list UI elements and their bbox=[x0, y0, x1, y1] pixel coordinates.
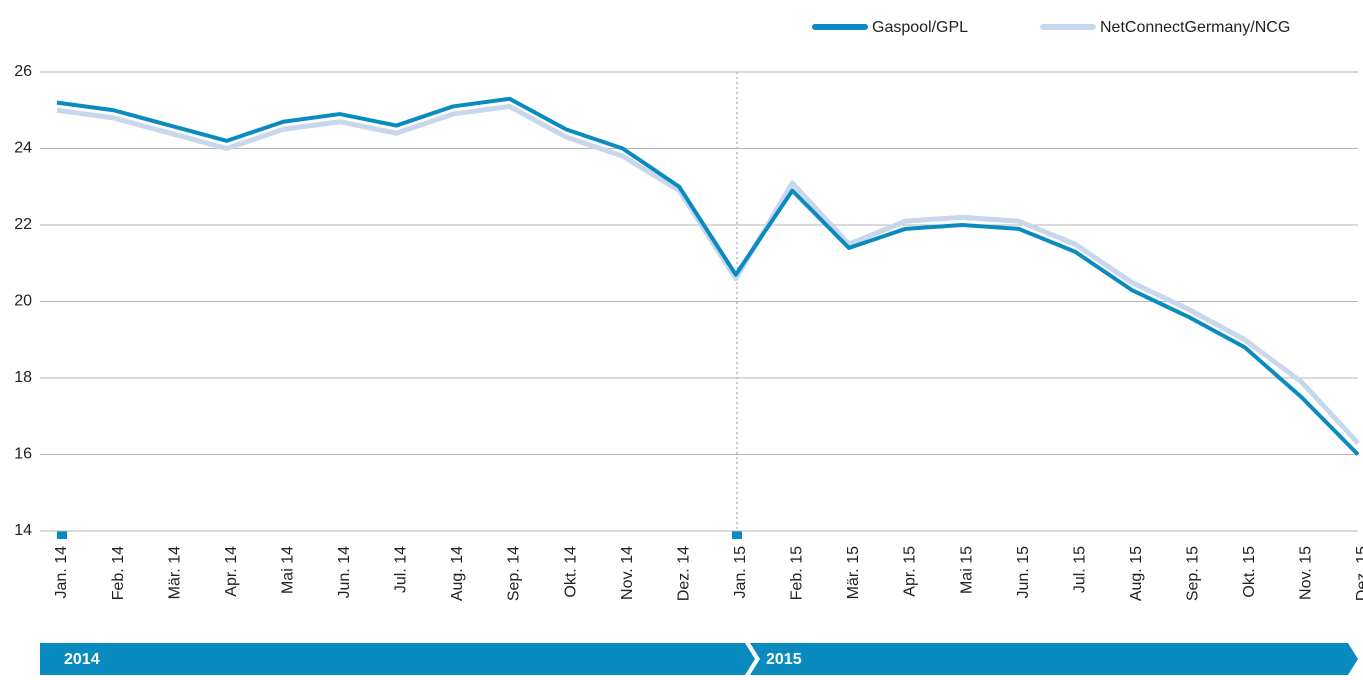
x-tick-label: Dez. 15 bbox=[1354, 546, 1363, 601]
x-tick-label: Apr. 14 bbox=[223, 546, 240, 597]
year-band bbox=[40, 643, 755, 675]
x-tick-label: Sep. 14 bbox=[506, 546, 523, 601]
y-tick-label: 16 bbox=[14, 446, 32, 463]
y-tick-label: 26 bbox=[14, 63, 32, 80]
x-tick-label: Jun. 14 bbox=[336, 546, 353, 599]
x-tick-label: Okt. 15 bbox=[1241, 546, 1258, 598]
year-label: 2015 bbox=[766, 651, 802, 668]
line-series bbox=[56, 96, 1360, 456]
x-tick-label: Jan. 14 bbox=[53, 546, 70, 599]
x-tick-label: Aug. 15 bbox=[1128, 546, 1145, 601]
x-tick-label: Okt. 14 bbox=[562, 546, 579, 598]
y-tick-label: 22 bbox=[14, 216, 32, 233]
x-tick-label: Feb. 14 bbox=[110, 546, 127, 600]
x-tick-label: Jul. 14 bbox=[393, 546, 410, 593]
y-tick-label: 24 bbox=[14, 140, 32, 157]
x-tick-label: Dez. 14 bbox=[675, 546, 692, 601]
y-tick-label: 20 bbox=[14, 293, 32, 310]
x-tick-label: Mär. 14 bbox=[166, 546, 183, 599]
legend-label: Gaspool/GPL bbox=[872, 19, 968, 36]
x-tick-label: Apr. 15 bbox=[902, 546, 919, 597]
year-label: 2014 bbox=[64, 651, 100, 668]
y-tick-label: 18 bbox=[14, 369, 32, 386]
x-tick-label: Nov. 15 bbox=[1298, 546, 1315, 600]
x-tick-label: Mai 14 bbox=[279, 546, 296, 594]
x-tick-label: Jun. 15 bbox=[1015, 546, 1032, 599]
x-tick-label: Sep. 15 bbox=[1185, 546, 1202, 601]
x-tick-label: Jul. 15 bbox=[1071, 546, 1088, 593]
x-tick-label: Jan. 15 bbox=[732, 546, 749, 599]
x-tick-label: Nov. 14 bbox=[619, 546, 636, 600]
x-tick-label: Mai 15 bbox=[958, 546, 975, 594]
year-band bbox=[750, 643, 1358, 675]
y-tick-label: 14 bbox=[14, 522, 32, 539]
line-series bbox=[56, 103, 1360, 445]
x-tick-label: Feb. 15 bbox=[789, 546, 806, 600]
legend-label: NetConnectGermany/NCG bbox=[1100, 19, 1290, 36]
year-marker bbox=[732, 531, 742, 539]
year-marker bbox=[57, 531, 67, 539]
x-tick-label: Mär. 15 bbox=[845, 546, 862, 599]
x-tick-label: Aug. 14 bbox=[449, 546, 466, 601]
